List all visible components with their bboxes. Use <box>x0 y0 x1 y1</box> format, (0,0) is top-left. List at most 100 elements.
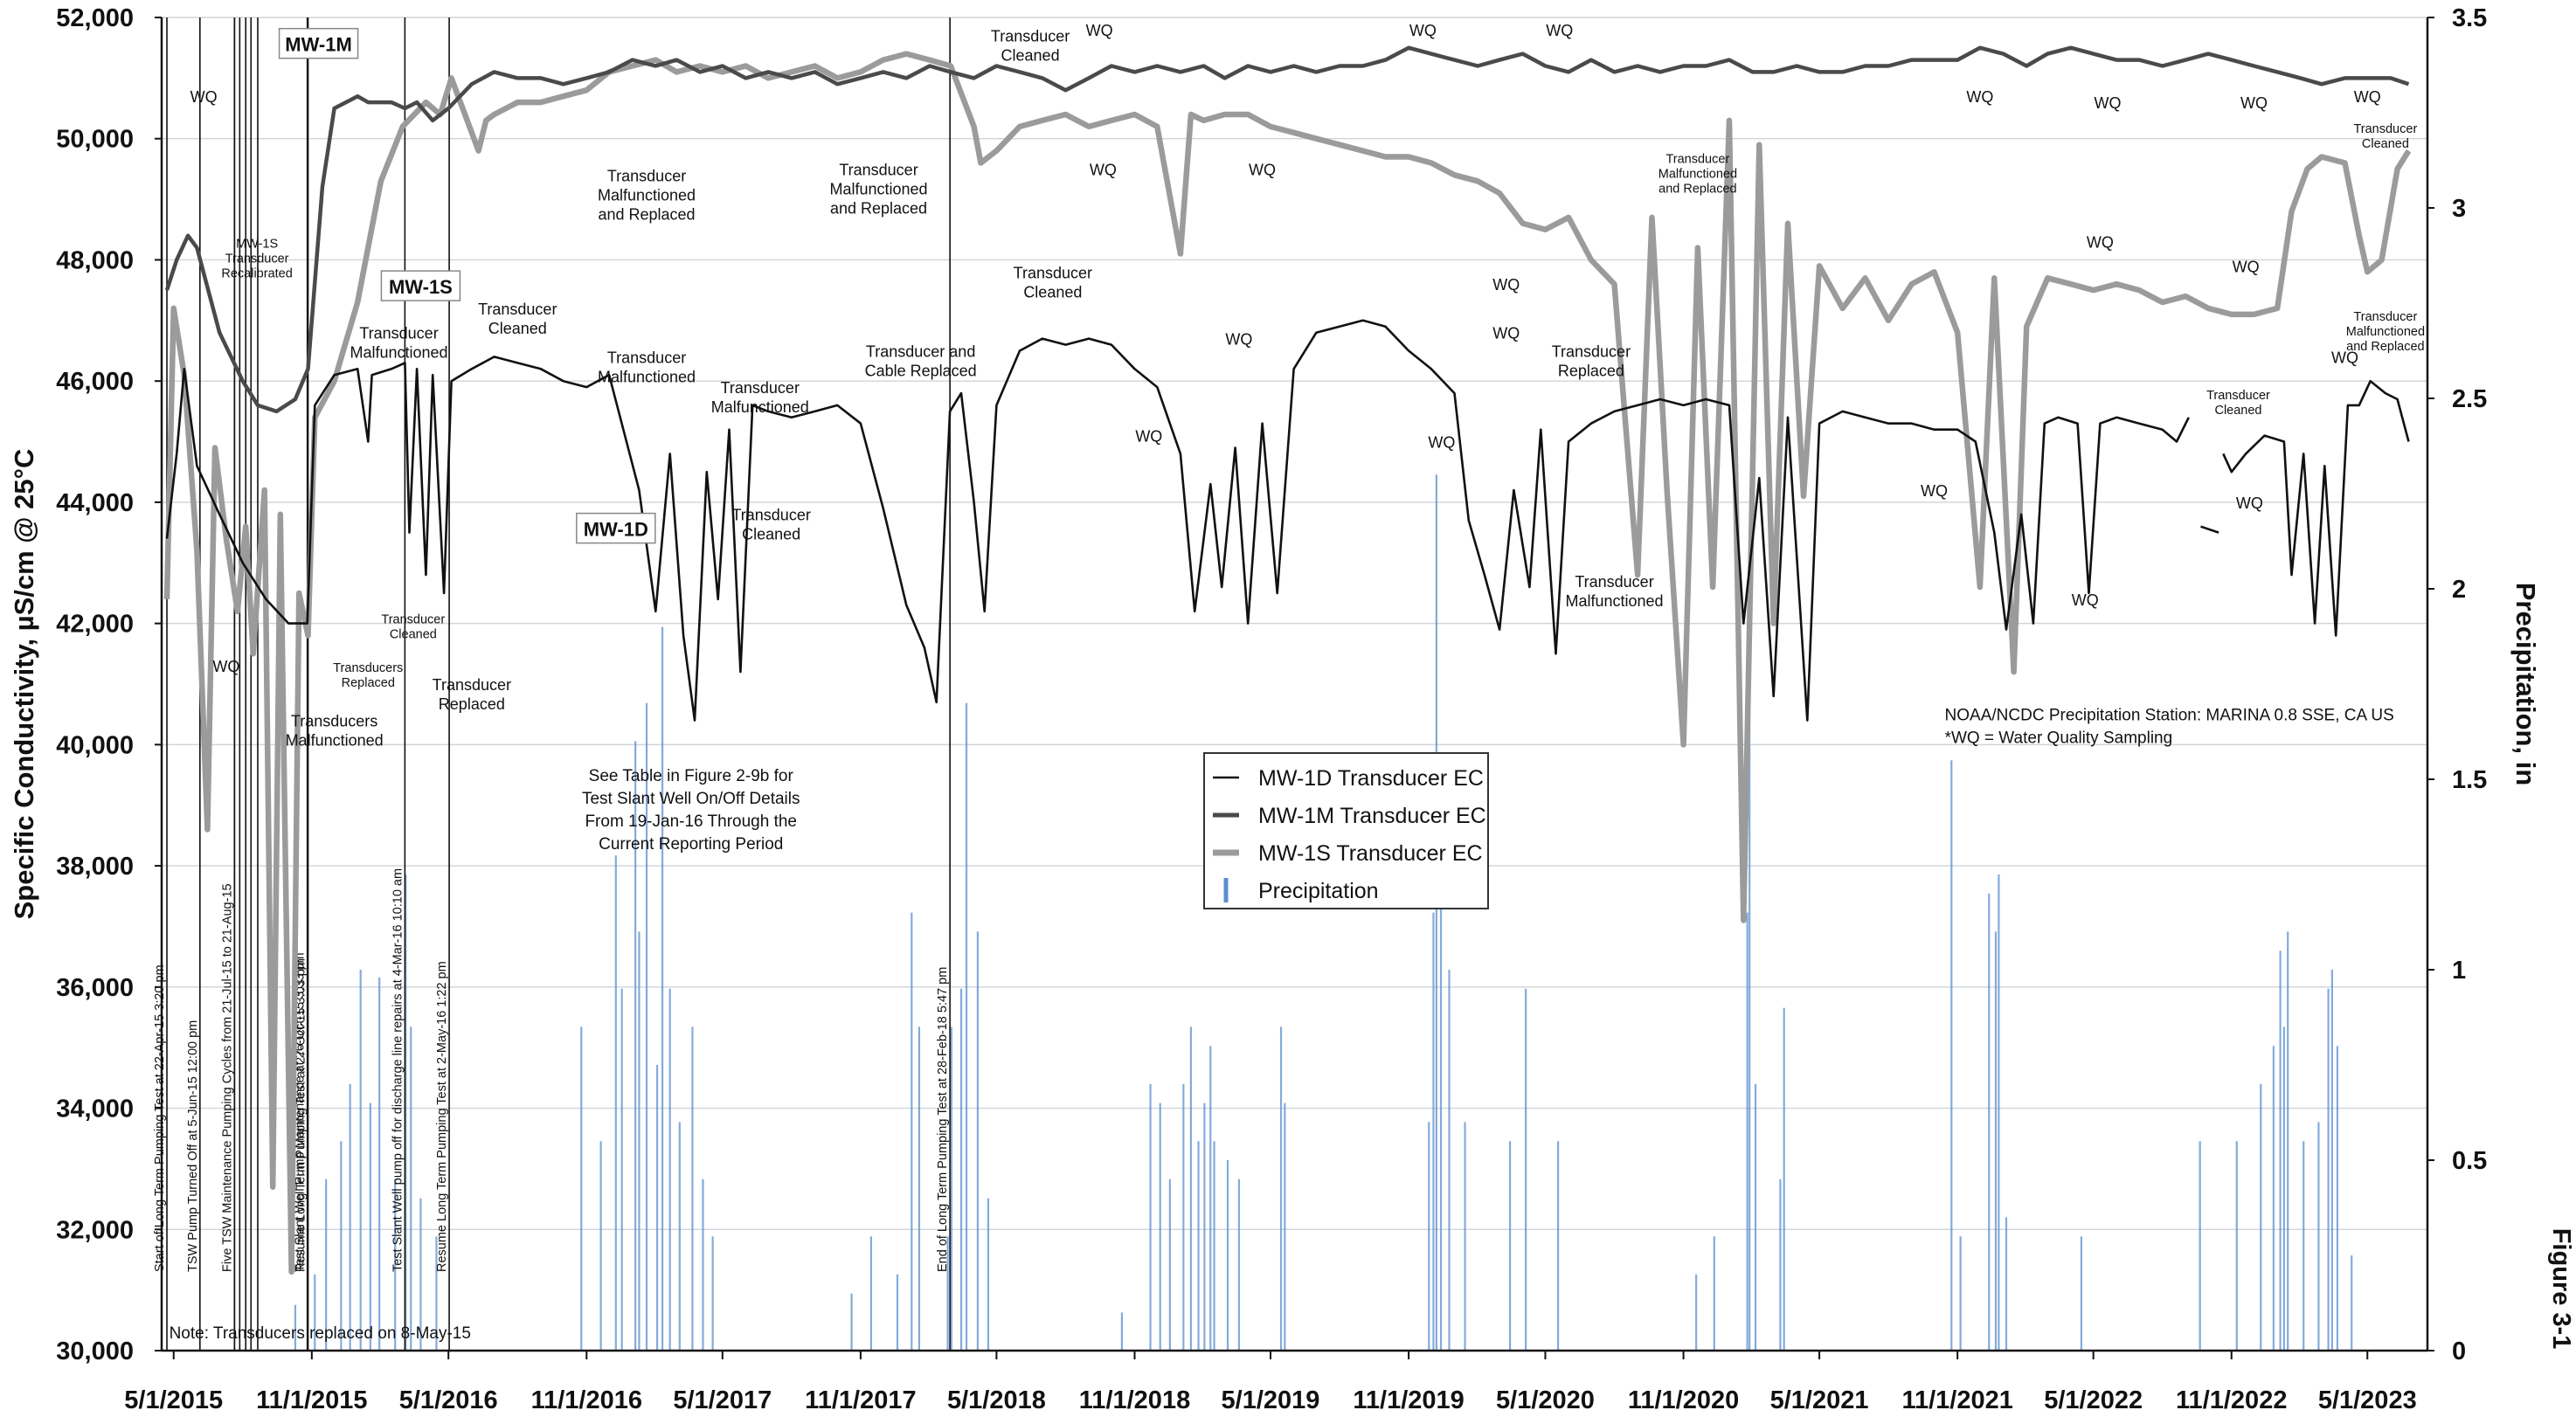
annotation-text: Cleaned <box>742 526 800 543</box>
annotation-text: Cleaned <box>2214 404 2261 418</box>
legend-label: MW-1S Transducer EC <box>1258 841 1483 866</box>
annotation-text: Cleaned <box>2362 137 2409 151</box>
annotation-text: Transducer <box>731 507 810 524</box>
annotation-text: Transducer <box>721 379 800 397</box>
annotation-text: Replaced <box>1558 362 1624 379</box>
axis-titles: Specific Conductivity, µS/cm @ 25°C Preci… <box>9 449 2575 1350</box>
y2-tick-label: 1 <box>2452 957 2466 985</box>
annotation-text: Cable Replaced <box>865 362 977 379</box>
y-tick-label: 38,000 <box>56 853 134 881</box>
y-tick-label: 48,000 <box>56 246 134 274</box>
annotation-text: WQ <box>1492 276 1520 294</box>
y2-tick-label: 0.5 <box>2452 1147 2487 1175</box>
annotation: WQ <box>1428 433 1455 451</box>
series-label: MW-1M <box>285 34 352 56</box>
annotation: WQ <box>2087 234 2114 252</box>
series-line <box>163 51 2412 1275</box>
y2-tick-label: 2 <box>2452 576 2466 604</box>
annotation-text: Transducer <box>1665 152 1729 166</box>
annotation-text: Replaced <box>439 695 505 713</box>
annotation-text: Transducers <box>291 713 377 730</box>
annotation-text: Malfunctioned <box>829 180 927 197</box>
annotation-text: and Replaced <box>2346 340 2425 354</box>
tick-labels: 30,000 32,000 34,000 36,000 38,000 40,000 42,0… <box>56 4 2487 1414</box>
annotation: WQ <box>2331 349 2358 366</box>
annotation-text: Malfunctioned <box>286 732 384 750</box>
x-tick-label: 5/1/2019 <box>1222 1386 1320 1414</box>
annotation: WQ <box>2072 591 2099 609</box>
annotation: WQ <box>1492 325 1520 342</box>
annotation-text: WQ <box>2233 258 2260 275</box>
annotation: WQ <box>2236 494 2263 512</box>
annotation-text: Transducer <box>225 252 289 266</box>
annotation-text: Replaced <box>342 676 395 690</box>
annotation-text: WQ <box>1492 325 1520 342</box>
annotation: Transducer Malfunctioned and Replaced <box>829 161 927 217</box>
annotation-text: and Replaced <box>1658 182 1737 196</box>
series-label-box <box>576 512 656 544</box>
annotation: WQ <box>2354 88 2381 106</box>
legend: MW-1D Transducer EC MW-1M Transducer EC MW… <box>1203 752 1489 909</box>
event-lines: Start of Long Term Pumping Test at 22-Ap… <box>153 17 951 1351</box>
annotation-text: WQ <box>1409 22 1437 39</box>
annotation-text: Malfunctioned <box>2346 325 2425 339</box>
annotation-text: Transducer <box>2206 389 2270 403</box>
y-tick-label: 44,000 <box>56 489 134 517</box>
y2-tick-label: 0 <box>2452 1338 2466 1365</box>
y-tick-label: 40,000 <box>56 731 134 759</box>
annotation-text: Malfunctioned <box>350 344 447 362</box>
y-tick-label: 36,000 <box>56 974 134 1002</box>
series-label-box <box>278 27 359 59</box>
annotation: WQ <box>1086 22 1113 39</box>
annotation-text: WQ <box>1428 433 1455 451</box>
event-label: Test Slant Well pump off for discharge l… <box>391 868 405 1272</box>
note-text: From 19-Jan-16 Through the <box>585 812 797 831</box>
gridlines <box>162 17 2427 1351</box>
annotation: WQ <box>1135 428 1162 446</box>
x-tick-label: 5/1/2017 <box>673 1386 772 1414</box>
series-line <box>164 45 2410 414</box>
annotation-text: MW-1S <box>236 238 278 252</box>
annotation-text: WQ <box>1249 161 1276 178</box>
event-label: TSW Pump Turned Off at 5-Jun-15 12:00 pm <box>186 1020 200 1272</box>
y-tick-label: 42,000 <box>56 611 134 639</box>
annotation-text: WQ <box>212 658 239 675</box>
series-lines <box>163 45 2412 1275</box>
y-tick-label: 32,000 <box>56 1216 134 1244</box>
legend-label: MW-1M Transducer EC <box>1258 804 1486 828</box>
annotation: WQ <box>1249 161 1276 178</box>
event-label: Five TSW Maintenance Pumping Cycles from… <box>220 883 234 1272</box>
annotation-text: Transducer <box>433 676 511 694</box>
annotation-text: WQ <box>2331 349 2358 366</box>
annotation-text: Transducer <box>1552 342 1631 360</box>
note-text: Test Slant Well On/Off Details <box>582 790 800 808</box>
event-label: End of Long Term Pumping Test at 28-Feb-… <box>936 967 950 1272</box>
y-tick-label: 30,000 <box>56 1338 134 1365</box>
annotation: Transducer Cleaned <box>1014 264 1092 301</box>
annotation-text: WQ <box>2094 94 2121 112</box>
legend-label: MW-1D Transducer EC <box>1258 766 1484 791</box>
annotation: WQ <box>2094 94 2121 112</box>
annotation-text: Transducer <box>607 167 686 184</box>
x-tick-label: 11/1/2016 <box>531 1386 642 1414</box>
annotation: WQ <box>1090 161 1117 178</box>
annotation: Transducer Malfunctioned <box>350 325 447 362</box>
annotation: WQ <box>1966 88 1993 106</box>
annotation-text: and Replaced <box>598 205 695 223</box>
annotation-text: WQ <box>1135 428 1162 446</box>
x-tick-label: 11/1/2019 <box>1353 1386 1464 1414</box>
annotation: WQ <box>1492 276 1520 294</box>
annotation-text: Transducer <box>1014 264 1092 281</box>
x-tick-label: 5/1/2020 <box>1496 1386 1595 1414</box>
x-tick-label: 5/1/2016 <box>399 1386 498 1414</box>
y-axis-title: Specific Conductivity, µS/cm @ 25°C <box>9 449 39 920</box>
series-label: MW-1D <box>584 519 648 541</box>
annotation-text: Cleaned <box>1023 283 1082 301</box>
x-tick-label: 11/1/2021 <box>1901 1386 2012 1414</box>
annotation: WQ <box>190 88 218 106</box>
